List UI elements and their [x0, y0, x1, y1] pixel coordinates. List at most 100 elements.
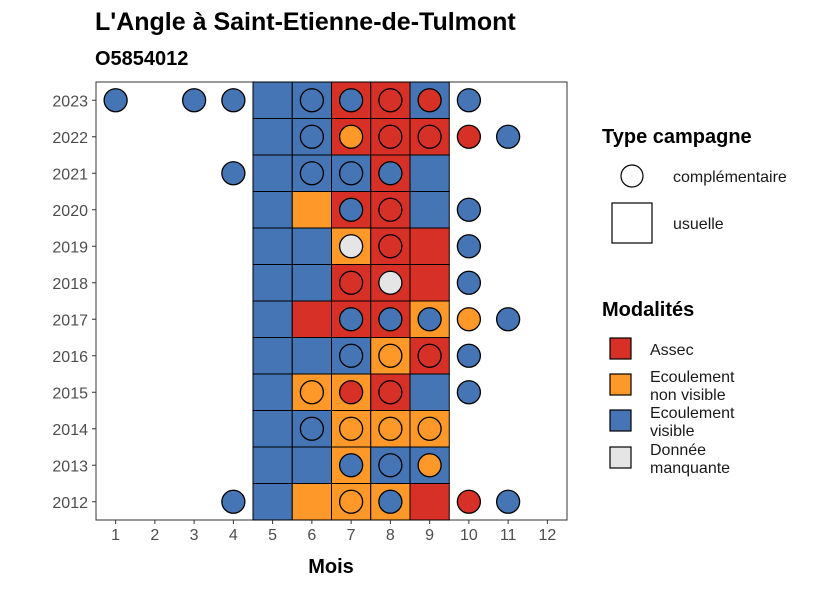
point-2017-9 [417, 307, 442, 332]
legend-label-usuelle: usuelle [673, 216, 724, 233]
point-2017-7 [338, 307, 364, 332]
point-2022-10 [456, 124, 482, 149]
tile-2020-6 [291, 191, 332, 229]
x-tick-label: 1 [111, 527, 120, 544]
y-tick-label: 2015 [52, 385, 88, 402]
tile-2016-5 [252, 337, 293, 375]
point-2021-4 [221, 161, 246, 186]
chart-subtitle: O5854012 [95, 48, 188, 70]
tile-2014-5 [252, 410, 293, 448]
point-2017-11 [495, 307, 521, 332]
point-2021-6 [299, 161, 325, 186]
point-2021-8 [378, 161, 403, 186]
point-2013-8 [378, 453, 403, 478]
point-2014-6 [299, 416, 325, 441]
tile-2020-9 [409, 191, 450, 229]
y-tick-label: 2019 [52, 239, 88, 256]
point-2013-7 [338, 453, 364, 478]
y-tick-label: 2013 [52, 458, 88, 475]
tile-2022-8 [370, 118, 411, 156]
legend-key-M [609, 446, 632, 469]
x-axis: 1 2 3 4 5 6 7 8 9 10 11 12 [111, 520, 556, 544]
x-tick-label: 3 [190, 527, 199, 544]
tile-2020-8 [370, 191, 411, 229]
tile-2017-6 [291, 300, 332, 338]
point-2014-8 [378, 416, 403, 441]
point-2015-10 [456, 380, 482, 405]
point-2023-9 [417, 88, 442, 113]
tile-2022-5 [252, 118, 293, 156]
legend-key-complementaire [620, 164, 644, 188]
x-tick-label: 4 [229, 527, 238, 544]
y-tick-label: 2021 [52, 166, 88, 183]
tile-2015-9 [409, 373, 450, 411]
point-2023-6 [299, 88, 325, 113]
y-tick-label: 2017 [52, 312, 88, 329]
tile-2021-9 [409, 154, 450, 192]
point-2023-10 [456, 88, 482, 113]
point-2018-10 [456, 270, 482, 295]
point-2017-10 [456, 307, 482, 332]
point-2014-7 [338, 416, 364, 441]
tile-2021-5 [252, 154, 293, 192]
tile-2018-5 [252, 264, 293, 302]
tile-2012-9 [409, 483, 450, 521]
point-2014-9 [417, 416, 442, 441]
point-2012-10 [456, 489, 482, 514]
y-tick-label: 2022 [52, 130, 88, 147]
point-2023-8 [378, 88, 403, 113]
x-tick-label: 9 [425, 527, 434, 544]
point-2016-7 [338, 343, 364, 368]
point-2019-8 [378, 234, 403, 259]
x-tick-label: 12 [538, 527, 556, 544]
legend-key-A [609, 337, 632, 360]
point-2022-8 [378, 124, 403, 149]
point-2015-8 [378, 380, 403, 405]
legend: Type campagne complémentaire usuelle Mod… [602, 126, 787, 477]
tile-2020-5 [252, 191, 293, 229]
legend-title-campagne: Type campagne [602, 126, 752, 148]
point-2023-7 [338, 88, 364, 113]
y-tick-label: 2020 [52, 203, 88, 220]
point-2019-10 [456, 234, 482, 259]
point-2021-7 [338, 161, 364, 186]
x-axis-title: Mois [308, 556, 354, 578]
point-2012-11 [495, 489, 521, 514]
plot-panel [95, 81, 568, 521]
y-tick-label: 2018 [52, 276, 88, 293]
legend-title-modalites: Modalités [602, 299, 694, 321]
point-2016-8 [378, 343, 403, 368]
tile-2017-5 [252, 300, 293, 338]
x-tick-label: 11 [500, 527, 517, 544]
legend-label-E: Ecoulement non visible [650, 369, 735, 404]
legend-key-usuelle [611, 202, 653, 244]
point-2015-6 [299, 380, 325, 405]
tile-2012-5 [252, 483, 293, 521]
point-2020-8 [378, 197, 403, 222]
y-axis: 2023 2022 2021 2020 2019 2018 2017 2016 2015 2014… [52, 93, 96, 512]
point-2015-7 [338, 380, 364, 405]
tile-2015-5 [252, 373, 293, 411]
x-tick-label: 8 [386, 527, 395, 544]
legend-label-V: Ecoulement visible [650, 405, 735, 440]
y-tick-label: 2012 [52, 495, 88, 512]
point-2020-10 [456, 197, 482, 222]
tile-2019-5 [252, 227, 293, 265]
legend-label-M: Donnée manquante [650, 442, 730, 477]
point-2012-8 [378, 489, 403, 514]
point-2019-7 [338, 234, 364, 259]
point-2012-7 [338, 489, 364, 514]
point-2023-3 [181, 88, 207, 113]
y-tick-label: 2014 [52, 422, 88, 439]
tile-2016-7 [331, 337, 372, 375]
point-2020-7 [338, 197, 364, 222]
tile-2016-6 [291, 337, 332, 375]
x-tick-label: 10 [460, 527, 478, 544]
y-tick-label: 2016 [52, 349, 88, 366]
x-tick-label: 6 [307, 527, 316, 544]
tile-2018-6 [291, 264, 332, 302]
point-2018-8 [378, 270, 403, 295]
tile-2019-6 [291, 227, 332, 265]
tile-2018-9 [409, 264, 450, 302]
